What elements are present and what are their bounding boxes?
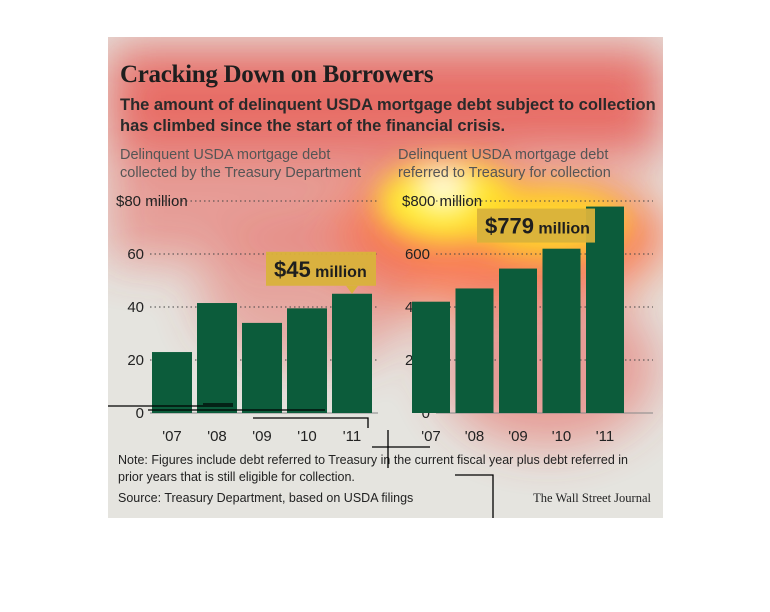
left-x-tick-label: '07	[162, 428, 182, 445]
source-text: Source: Treasury Department, based on US…	[118, 491, 414, 505]
chart-title: Cracking Down on Borrowers	[120, 61, 434, 88]
note-line-1: Note: Figures include debt referred to T…	[118, 453, 628, 467]
left-bar	[152, 352, 192, 413]
right-bar	[412, 301, 450, 413]
left-x-tick-label: '11	[343, 428, 361, 445]
left-x-tick-label: '09	[252, 428, 272, 445]
left-callout-unit: million	[311, 264, 367, 281]
right-callout-value: $779	[485, 214, 534, 239]
left-y-tick-label: 20	[127, 352, 144, 369]
left-chart-label-line-1: Delinquent USDA mortgage debt	[120, 147, 331, 163]
subtitle-line-1: The amount of delinquent USDA mortgage d…	[120, 96, 656, 114]
left-callout-text: $45 million	[274, 257, 367, 282]
left-callout-value: $45	[274, 257, 311, 282]
note-line-2: prior years that is still eligible for c…	[118, 470, 355, 484]
right-x-tick-label: '07	[421, 428, 441, 445]
right-bar	[499, 268, 537, 413]
left-y-tick-label: 40	[127, 299, 144, 316]
right-callout-unit: million	[534, 221, 590, 238]
left-x-tick-label: '10	[297, 428, 317, 445]
left-callout-box	[266, 251, 376, 286]
left-bar	[332, 293, 372, 413]
left-bar	[242, 322, 282, 413]
left-bar	[287, 308, 327, 413]
right-y-tick-label: $800 million	[402, 193, 482, 210]
left-bar	[197, 303, 237, 413]
right-x-tick-label: '08	[465, 428, 485, 445]
right-chart-label-line-2: referred to Treasury for collection	[398, 165, 611, 181]
right-x-tick-label: '11	[596, 428, 614, 445]
left-y-tick-label: 0	[136, 405, 144, 422]
left-chart-label-line-2: collected by the Treasury Department	[120, 165, 361, 181]
right-x-tick-label: '09	[508, 428, 528, 445]
right-x-tick-label: '10	[552, 428, 572, 445]
right-y-tick-label: 600	[405, 246, 430, 263]
right-bar	[455, 288, 494, 413]
right-chart-label-line-1: Delinquent USDA mortgage debt	[398, 147, 609, 163]
credit-text: The Wall Street Journal	[533, 491, 651, 505]
left-y-tick-label: $80 million	[116, 193, 188, 210]
left-callout-pointer	[346, 285, 358, 294]
left-x-tick-label: '08	[207, 428, 227, 445]
charts-svg: 0 20 40 60 $80 million '07 '08 '09 '10 '11 $45 mil…	[116, 193, 653, 445]
chart-card: Cracking Down on Borrowers The amount of…	[108, 37, 663, 518]
right-y-tick-label: 0	[422, 405, 430, 422]
subtitle-line-2: has climbed since the start of the finan…	[120, 117, 506, 135]
left-y-tick-label: 60	[127, 246, 144, 263]
right-callout-text: $779 million	[485, 214, 590, 239]
right-callout-box	[477, 208, 595, 243]
right-bar	[542, 248, 581, 413]
